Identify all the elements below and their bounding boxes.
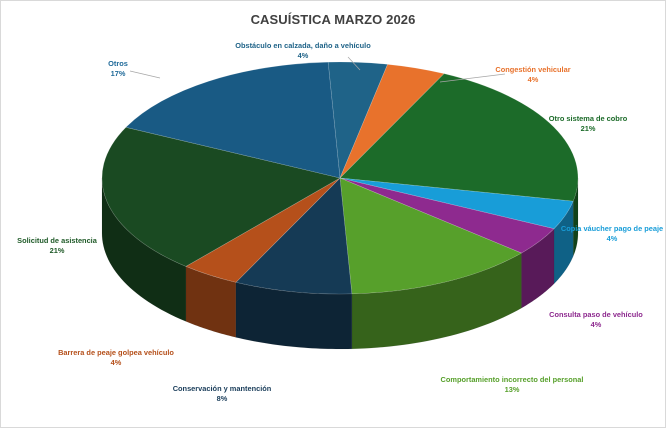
slice-label: Copia váucher pago de peaje (561, 224, 663, 233)
pie-slice (339, 73, 579, 202)
pie-slice-side (185, 266, 237, 338)
slice-label: Solicitud de asistencia (17, 236, 98, 245)
slice-label: Conservación y mantención (173, 384, 272, 393)
slice-value-label: 4% (591, 320, 602, 329)
pie-slice (327, 61, 389, 179)
slice-label: Barrera de peaje golpea vehículo (58, 348, 174, 357)
slice-value-label: 4% (111, 358, 122, 367)
slice-label: Obstáculo en calzada, daño a vehículo (235, 41, 371, 50)
slice-label: Comportamiento incorrecto del personal (441, 375, 584, 384)
slice-value-label: 4% (607, 234, 618, 243)
slice-label: Otros (108, 59, 128, 68)
slice-value-label: 8% (217, 394, 228, 403)
pie-slice (101, 126, 341, 267)
slice-label: Otro sistema de cobro (549, 114, 628, 123)
pie-slice (185, 177, 341, 283)
pie-slice (339, 177, 574, 230)
slice-value-label: 13% (505, 385, 520, 394)
slice-label: Congestión vehicular (495, 65, 570, 74)
slice-value-label: 4% (298, 51, 309, 60)
leader-line (439, 73, 506, 83)
pie-slice (339, 177, 555, 254)
pie-slice (339, 64, 445, 179)
pie-slice (235, 177, 353, 295)
pie-slice (125, 61, 341, 179)
slice-value-label: 4% (528, 75, 539, 84)
slice-label: Consulta paso de vehículo (549, 310, 643, 319)
pie-slice (339, 177, 523, 295)
slice-value-label: 21% (581, 124, 596, 133)
leader-line (347, 56, 361, 71)
slice-value-label: 21% (50, 246, 65, 255)
slice-value-label: 17% (111, 69, 126, 78)
leader-line (129, 70, 161, 79)
chart-title: CASUÍSTICA MARZO 2026 (250, 12, 416, 27)
